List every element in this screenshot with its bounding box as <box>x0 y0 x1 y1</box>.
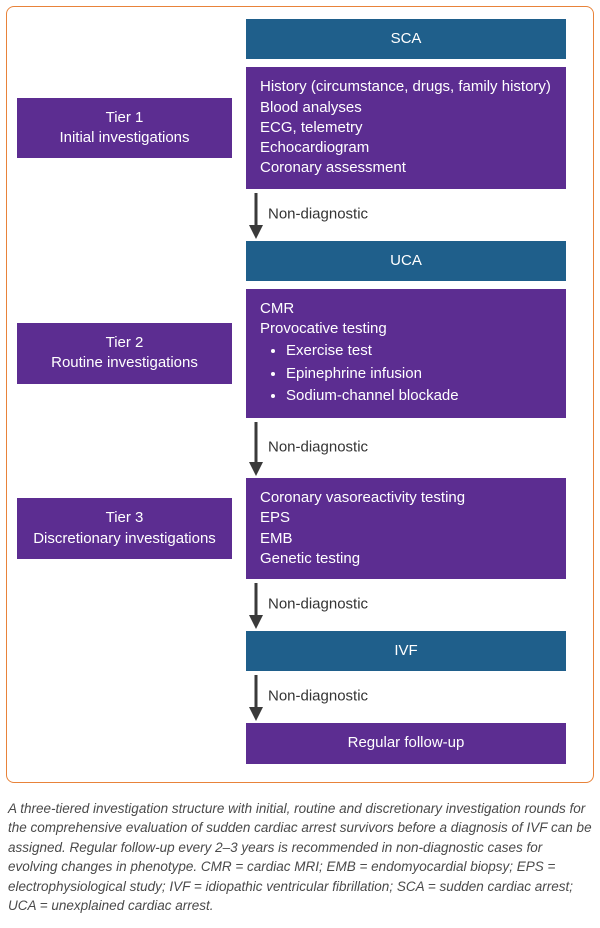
tier2-l1: CMR <box>260 299 552 319</box>
row-arrow1: Non-diagnostic <box>17 189 583 241</box>
tier2-line1: Tier 2 <box>106 334 144 351</box>
arrow3-label: Non-diagnostic <box>268 596 368 613</box>
tier1-content: History (circumstance, drugs, family his… <box>246 67 566 188</box>
spacer <box>17 723 232 763</box>
tier2-content: CMR Provocative testing Exercise test Ep… <box>246 289 566 418</box>
tier2-b2: Epinephrine infusion <box>286 364 552 384</box>
arrow1: Non-diagnostic <box>246 189 266 241</box>
arrow4-label: Non-diagnostic <box>268 688 368 705</box>
arrow1-label: Non-diagnostic <box>268 205 368 222</box>
figure-caption: A three-tiered investigation structure w… <box>0 789 600 928</box>
tier3-l3: EMB <box>260 529 552 549</box>
row-uca: UCA <box>17 241 583 281</box>
tier2-b1: Exercise test <box>286 341 552 361</box>
spacer <box>17 241 232 281</box>
tier1-l3: ECG, telemetry <box>260 118 552 138</box>
tier3-line2: Discretionary investigations <box>33 530 216 547</box>
spacer <box>17 631 232 671</box>
tier1-l1: History (circumstance, drugs, family his… <box>260 77 552 97</box>
tier1-line2: Initial investigations <box>59 129 189 146</box>
row-ivf: IVF <box>17 631 583 671</box>
header-uca: UCA <box>246 241 566 281</box>
tier3-l1: Coronary vasoreactivity testing <box>260 488 552 508</box>
arrow3: Non-diagnostic <box>246 579 266 631</box>
tier2-b3: Sodium-channel blockade <box>286 386 552 406</box>
tier1-line1: Tier 1 <box>106 109 144 126</box>
spacer <box>17 671 232 723</box>
spacer <box>17 19 232 59</box>
header-sca: SCA <box>246 19 566 59</box>
tier3-content: Coronary vasoreactivity testing EPS EMB … <box>246 478 566 579</box>
tier3-l4: Genetic testing <box>260 549 552 569</box>
tier1-l4: Echocardiogram <box>260 138 552 158</box>
row-arrow3: Non-diagnostic <box>17 579 583 631</box>
tier2-l2: Provocative testing <box>260 319 552 339</box>
tier2-bullets: Exercise test Epinephrine infusion Sodiu… <box>260 341 552 406</box>
tier3-line1: Tier 3 <box>106 509 144 526</box>
arrow4: Non-diagnostic <box>246 671 266 723</box>
tier3-l2: EPS <box>260 508 552 528</box>
row-tier2: Tier 2 Routine investigations CMR Provoc… <box>17 289 583 418</box>
arrow-down-icon <box>246 191 266 239</box>
row-arrow4: Non-diagnostic <box>17 671 583 723</box>
tier3-label: Tier 3 Discretionary investigations <box>17 498 232 559</box>
arrow-down-icon <box>246 673 266 721</box>
spacer <box>17 579 232 631</box>
arrow2-label: Non-diagnostic <box>268 439 368 456</box>
row-sca: SCA <box>17 19 583 59</box>
spacer <box>17 189 232 241</box>
tier1-l2: Blood analyses <box>260 98 552 118</box>
arrow-down-icon <box>246 581 266 629</box>
row-followup: Regular follow-up <box>17 723 583 763</box>
header-ivf: IVF <box>246 631 566 671</box>
tier1-l5: Coronary assessment <box>260 158 552 178</box>
followup-box: Regular follow-up <box>246 723 566 763</box>
tier1-label: Tier 1 Initial investigations <box>17 98 232 159</box>
arrow2: Non-diagnostic <box>246 418 266 478</box>
spacer <box>17 418 232 478</box>
arrow-down-icon <box>246 420 266 476</box>
row-tier1: Tier 1 Initial investigations History (c… <box>17 67 583 188</box>
tier2-label: Tier 2 Routine investigations <box>17 323 232 384</box>
tier2-line2: Routine investigations <box>51 354 198 371</box>
row-arrow2: Non-diagnostic <box>17 418 583 478</box>
row-tier3: Tier 3 Discretionary investigations Coro… <box>17 478 583 579</box>
diagram-frame: SCA Tier 1 Initial investigations Histor… <box>6 6 594 783</box>
